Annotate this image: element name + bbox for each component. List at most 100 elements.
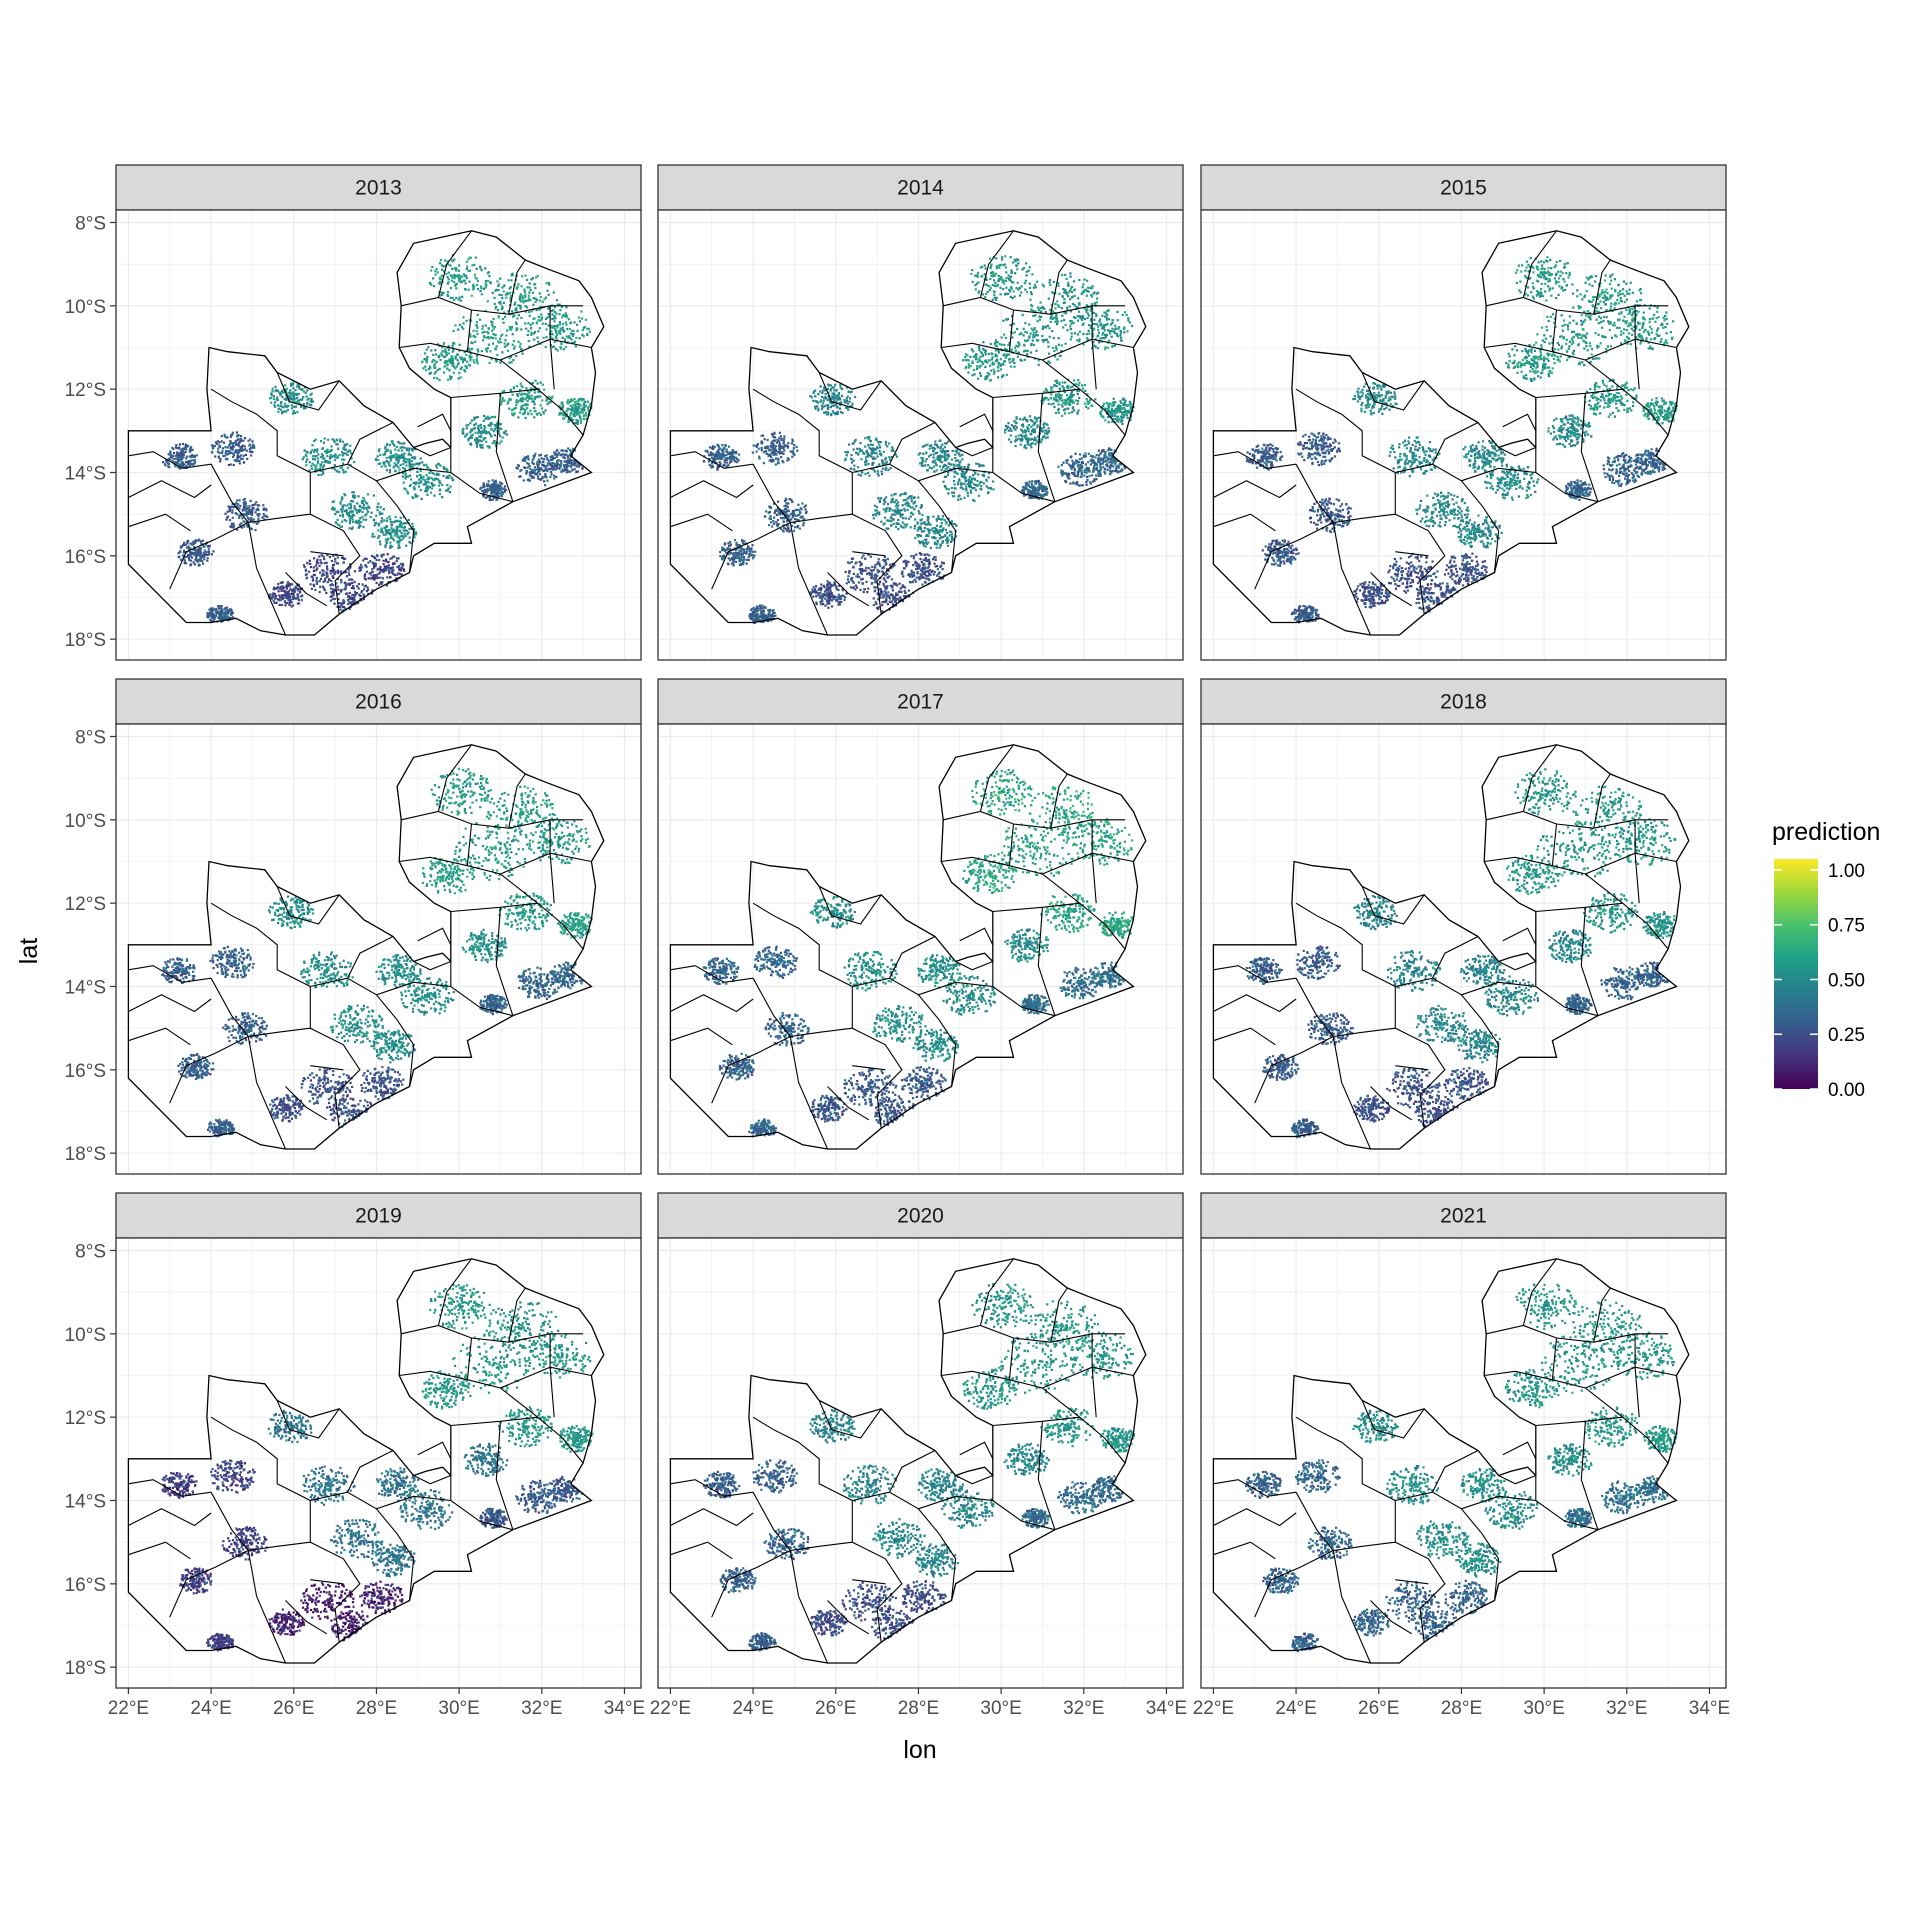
prediction-point <box>490 320 493 323</box>
prediction-point <box>230 610 233 614</box>
prediction-point <box>377 502 380 505</box>
prediction-point <box>449 485 452 488</box>
prediction-point <box>540 313 543 316</box>
prediction-point <box>971 374 974 377</box>
prediction-point <box>1083 384 1086 387</box>
prediction-point <box>291 397 294 400</box>
prediction-point <box>570 459 574 462</box>
prediction-point <box>481 327 484 330</box>
prediction-point <box>230 451 233 454</box>
prediction-point <box>362 588 366 591</box>
prediction-point <box>521 396 524 399</box>
prediction-point <box>1121 313 1124 317</box>
prediction-point <box>1084 389 1087 392</box>
prediction-point <box>334 456 337 459</box>
prediction-point <box>479 487 482 490</box>
prediction-point <box>193 546 196 549</box>
prediction-point <box>1058 292 1061 295</box>
prediction-point <box>333 507 336 510</box>
prediction-point <box>349 463 352 467</box>
prediction-point <box>397 449 400 452</box>
prediction-point <box>475 358 478 361</box>
prediction-point <box>589 402 592 405</box>
prediction-point <box>1114 414 1117 417</box>
prediction-point <box>421 461 424 464</box>
prediction-point <box>233 505 236 508</box>
prediction-point <box>458 264 461 267</box>
prediction-point <box>427 346 430 349</box>
prediction-point <box>185 460 188 464</box>
prediction-point <box>434 370 438 373</box>
prediction-point <box>576 412 579 415</box>
prediction-point <box>399 535 402 538</box>
prediction-point <box>509 297 512 300</box>
prediction-point <box>555 325 558 328</box>
prediction-point <box>566 461 569 464</box>
prediction-point <box>343 600 346 603</box>
prediction-point <box>470 294 473 297</box>
prediction-point <box>460 275 463 278</box>
prediction-point <box>358 510 361 513</box>
prediction-point <box>281 410 284 413</box>
prediction-point <box>251 507 254 510</box>
prediction-point <box>344 587 347 590</box>
prediction-point <box>1106 415 1110 419</box>
prediction-point <box>1103 337 1106 340</box>
prediction-point <box>1037 339 1040 342</box>
prediction-point <box>238 459 241 462</box>
prediction-point <box>976 377 980 380</box>
prediction-point <box>523 404 526 407</box>
prediction-point <box>1009 295 1012 298</box>
prediction-point <box>1103 311 1106 314</box>
prediction-point <box>1055 323 1059 326</box>
prediction-point <box>981 293 984 296</box>
prediction-point <box>556 324 559 327</box>
prediction-point <box>418 478 421 481</box>
prediction-point <box>296 392 299 396</box>
prediction-point <box>223 608 226 611</box>
prediction-point <box>533 406 536 409</box>
prediction-point <box>481 432 484 435</box>
prediction-point <box>334 557 337 560</box>
prediction-point <box>284 601 287 604</box>
prediction-point <box>326 460 329 463</box>
prediction-point <box>505 344 508 347</box>
prediction-point <box>206 559 209 562</box>
prediction-point <box>521 275 524 278</box>
prediction-point <box>239 504 242 507</box>
prediction-point <box>498 442 501 445</box>
prediction-point <box>291 583 294 586</box>
prediction-point <box>349 505 353 508</box>
prediction-point <box>423 352 427 355</box>
prediction-point <box>985 376 988 380</box>
prediction-point <box>215 442 218 446</box>
prediction-point <box>424 483 427 486</box>
prediction-point <box>521 459 524 462</box>
prediction-point <box>518 297 521 300</box>
prediction-point <box>404 477 407 480</box>
prediction-point <box>495 422 498 425</box>
prediction-point <box>388 566 391 569</box>
prediction-point <box>577 400 580 403</box>
prediction-point <box>194 541 197 544</box>
prediction-point <box>447 475 450 478</box>
prediction-point <box>480 430 483 433</box>
prediction-point <box>176 451 179 454</box>
prediction-point <box>423 464 426 467</box>
prediction-point <box>325 565 329 568</box>
prediction-point <box>398 540 401 543</box>
prediction-point <box>447 359 450 362</box>
prediction-point <box>384 533 387 536</box>
prediction-point <box>194 539 198 542</box>
prediction-point <box>478 439 481 442</box>
prediction-point <box>467 439 470 442</box>
prediction-point <box>1021 313 1024 316</box>
prediction-point <box>219 458 222 461</box>
prediction-point <box>310 397 313 400</box>
prediction-point <box>1050 386 1053 389</box>
prediction-point <box>1007 343 1010 347</box>
prediction-point <box>230 523 233 526</box>
prediction-point <box>563 412 566 415</box>
prediction-point <box>544 455 547 458</box>
prediction-point <box>491 325 495 328</box>
